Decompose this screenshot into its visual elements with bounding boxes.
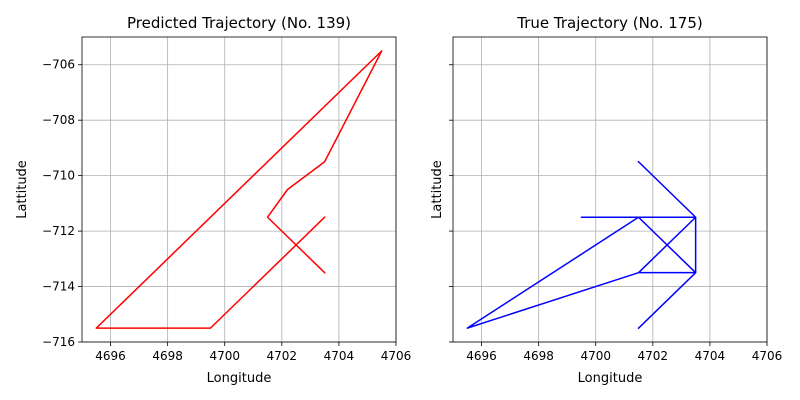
x-tick-label: 4706	[381, 349, 412, 363]
y-axis-label: Lattitude	[15, 160, 30, 219]
y-tick-label: −710	[42, 169, 75, 183]
x-axis-label: Longitude	[207, 371, 272, 386]
x-tick-label: 4698	[523, 349, 554, 363]
chart-panel-1: 4696 4698 4700 4702 4704 4706 −706 −708 −710 −712…	[15, 14, 411, 386]
x-tick-label: 4704	[695, 349, 726, 363]
chart-panel-2: 4696 4698 4700 4702 4704 4706 True Trajectory …	[430, 14, 782, 386]
x-tick-label: 4700	[209, 349, 240, 363]
plot-frame	[452, 36, 768, 343]
y-axis-label: Lattitude	[430, 160, 445, 219]
x-axis-label: Longitude	[578, 371, 643, 386]
plot-frame	[81, 36, 397, 343]
x-tick-label: 4698	[152, 349, 183, 363]
y-tick-label: −716	[42, 335, 75, 349]
x-tick-label: 4700	[580, 349, 611, 363]
chart-title: Predicted Trajectory (No. 139)	[127, 14, 351, 32]
y-tick-label: −714	[42, 280, 75, 294]
y-tick-label: −712	[42, 224, 75, 238]
x-tick-label: 4702	[267, 349, 298, 363]
x-tick-label: 4696	[95, 349, 126, 363]
y-tick-label: −708	[42, 113, 75, 127]
x-tick-label: 4704	[324, 349, 355, 363]
chart-title: True Trajectory (No. 175)	[516, 14, 702, 32]
x-tick-label: 4706	[752, 349, 783, 363]
y-tick-label: −706	[42, 58, 75, 72]
x-tick-label: 4702	[638, 349, 669, 363]
x-tick-label: 4696	[466, 349, 497, 363]
trajectory-line	[95, 50, 383, 329]
trajectory-line	[466, 160, 697, 330]
